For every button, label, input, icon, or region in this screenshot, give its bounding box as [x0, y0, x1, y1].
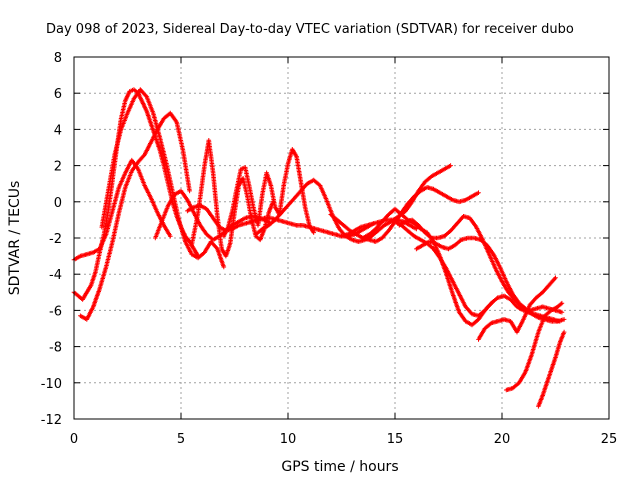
- series-markers: [71, 87, 201, 302]
- axis-ticks: 0 5 10 15 20 25 -12 -10 -8 -6 -4 -2 0 2 4 6 8: [41, 51, 618, 447]
- series-line: [537, 331, 565, 407]
- satellite-track-3: [78, 110, 192, 322]
- series-line: [73, 159, 171, 261]
- satellite-track-16: [476, 275, 558, 342]
- series-markers: [99, 87, 227, 270]
- series-line: [223, 148, 315, 237]
- y-tick-label: 6: [54, 87, 62, 102]
- satellite-track-13: [392, 219, 565, 319]
- x-tick-label: 25: [601, 432, 618, 447]
- series-line: [80, 112, 191, 321]
- satellite-track-4: [99, 87, 227, 270]
- series-line: [101, 88, 225, 268]
- series-line: [416, 237, 565, 322]
- series-line: [477, 277, 557, 340]
- series-line: [394, 221, 563, 317]
- y-tick-label: 2: [54, 160, 62, 175]
- y-tick-label: -12: [41, 413, 62, 428]
- y-tick-label: 0: [54, 196, 62, 211]
- satellite-track-18: [536, 329, 567, 409]
- chart-title: Day 098 of 2023, Sidereal Day-to-day VTE…: [46, 22, 574, 37]
- series-line: [255, 179, 417, 243]
- series-markers: [71, 157, 173, 262]
- series-line: [506, 302, 563, 391]
- y-tick-label: -10: [41, 377, 62, 392]
- y-tick-label: -6: [49, 304, 62, 319]
- y-tick-label: 4: [54, 123, 62, 138]
- y-tick-label: -4: [49, 268, 62, 283]
- x-tick-label: 5: [177, 432, 185, 447]
- series-line: [191, 139, 274, 257]
- series-line: [330, 186, 479, 243]
- y-tick-label: -2: [49, 232, 62, 247]
- series-line: [73, 88, 199, 301]
- x-tick-label: 20: [494, 432, 511, 447]
- series-layer: [71, 87, 567, 409]
- y-axis-label: SDTVAR / TECUs: [7, 181, 23, 296]
- y-tick-label: -8: [49, 341, 62, 356]
- satellite-track-6: [189, 138, 276, 259]
- satellite-track-17: [504, 300, 565, 393]
- x-tick-label: 15: [387, 432, 404, 447]
- satellite-track-1: [71, 157, 173, 262]
- satellite-track-2: [71, 87, 201, 302]
- x-tick-label: 10: [280, 432, 297, 447]
- satellite-track-10: [339, 163, 453, 239]
- x-tick-label: 0: [70, 432, 78, 447]
- satellite-track-9: [253, 177, 419, 244]
- x-axis-label: GPS time / hours: [281, 459, 398, 475]
- y-tick-label: 8: [54, 51, 62, 66]
